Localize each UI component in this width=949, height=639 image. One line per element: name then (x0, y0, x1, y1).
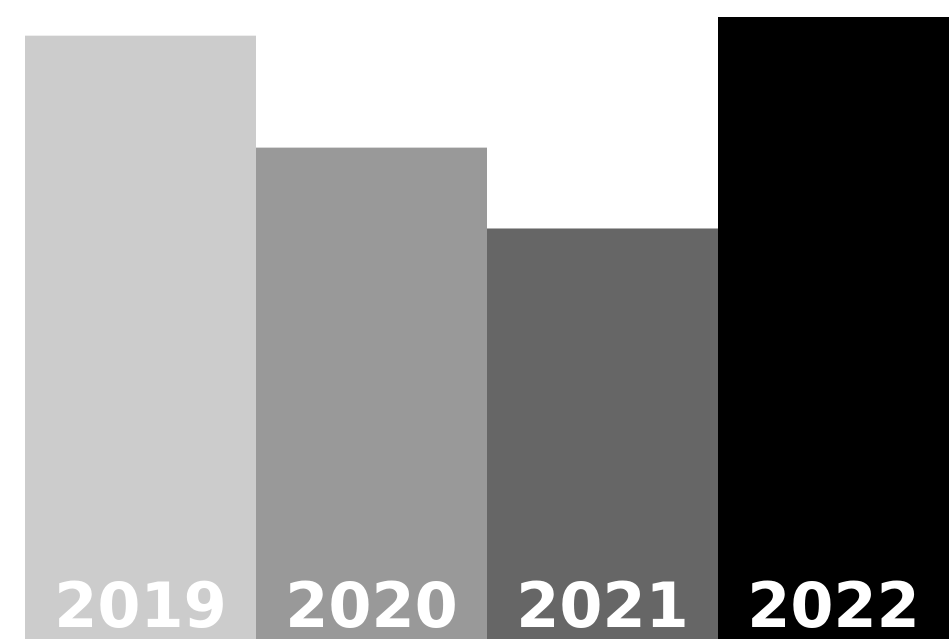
bar-2019 (25, 35, 256, 639)
bar-2021 (487, 228, 718, 639)
bar-label-2019: 2019 (54, 569, 227, 639)
labels-group: 2019 2020 2021 2022 (54, 569, 920, 639)
bar-label-2020: 2020 (285, 569, 458, 639)
bar-2020 (256, 147, 487, 639)
bar-2022 (718, 17, 949, 639)
bar-label-2022: 2022 (747, 569, 920, 639)
bar-label-2021: 2021 (516, 569, 689, 639)
bars-group (25, 17, 949, 639)
